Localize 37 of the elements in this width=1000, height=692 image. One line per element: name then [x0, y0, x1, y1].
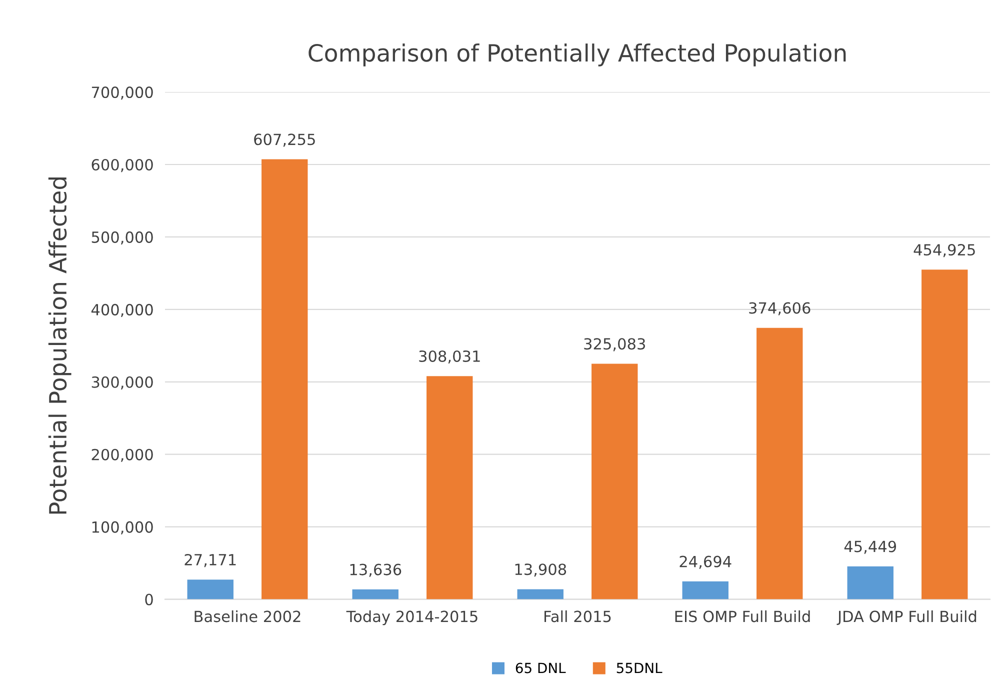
data-label: 45,449 [844, 540, 896, 554]
y-tick-label: 600,000 [92, 158, 153, 172]
x-tick-label: EIS OMP Full Build [675, 610, 810, 622]
legend-label: 65 DNL [516, 662, 566, 674]
legend-label: 55DNL [616, 662, 662, 674]
data-label: 24,694 [680, 556, 732, 569]
y-tick-label: 500,000 [92, 231, 153, 245]
bar [847, 566, 894, 600]
x-tick-label: Fall 2015 [544, 610, 611, 622]
data-label: 308,031 [419, 350, 480, 364]
bar [352, 589, 398, 600]
y-tick-label: 700,000 [92, 86, 153, 100]
bar [426, 376, 473, 600]
y-tick-label: 200,000 [92, 448, 153, 462]
data-label: 13,908 [515, 564, 566, 577]
data-label: 374,606 [749, 302, 810, 316]
x-tick-label: JDA OMP Full Build [836, 610, 976, 626]
bar [592, 364, 638, 600]
y-tick-label: 100,000 [92, 521, 153, 534]
y-tick-label: 300,000 [92, 376, 153, 390]
data-label: 27,171 [184, 554, 236, 568]
data-label: 13,636 [350, 564, 402, 577]
x-tick-label: Today 2014-2015 [346, 610, 478, 626]
bar [187, 580, 234, 600]
data-label: 325,083 [584, 338, 645, 352]
bar [262, 159, 308, 600]
bar [517, 589, 564, 600]
chart-title: Comparison of Potentially Affected Population [308, 44, 846, 66]
bar [682, 581, 728, 600]
y-axis-title: Potential Population Affected [48, 177, 72, 514]
bar [922, 270, 968, 600]
y-tick-label: 400,000 [91, 304, 153, 318]
x-tick-label: Baseline 2002 [194, 610, 300, 622]
data-label: 607,255 [254, 134, 315, 147]
y-tick-label: 0 [145, 594, 153, 606]
data-label: 454,925 [914, 244, 975, 258]
bar [756, 328, 803, 600]
